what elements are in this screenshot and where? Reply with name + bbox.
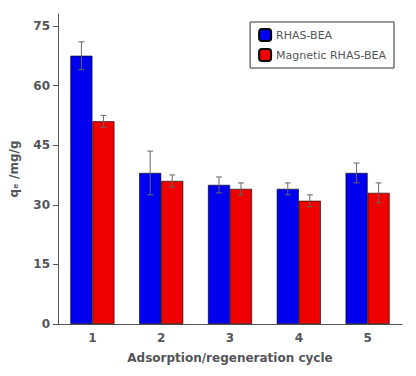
svg-text:Magnetic RHAS-BEA: Magnetic RHAS-BEA	[276, 49, 386, 62]
svg-text:75: 75	[33, 19, 50, 33]
svg-text:1: 1	[88, 331, 96, 345]
svg-text:3: 3	[226, 331, 234, 345]
svg-text:0: 0	[42, 317, 50, 331]
svg-text:30: 30	[33, 198, 50, 212]
svg-text:45: 45	[33, 138, 50, 152]
svg-text:5: 5	[363, 331, 371, 345]
svg-text:2: 2	[157, 331, 165, 345]
svg-text:RHAS-BEA: RHAS-BEA	[276, 29, 332, 42]
svg-text:qₑ /mg/g: qₑ /mg/g	[7, 141, 21, 198]
svg-text:15: 15	[33, 257, 50, 271]
svg-text:Adsorption/regeneration cycle: Adsorption/regeneration cycle	[127, 351, 332, 365]
svg-text:4: 4	[295, 331, 303, 345]
svg-text:60: 60	[33, 79, 50, 93]
